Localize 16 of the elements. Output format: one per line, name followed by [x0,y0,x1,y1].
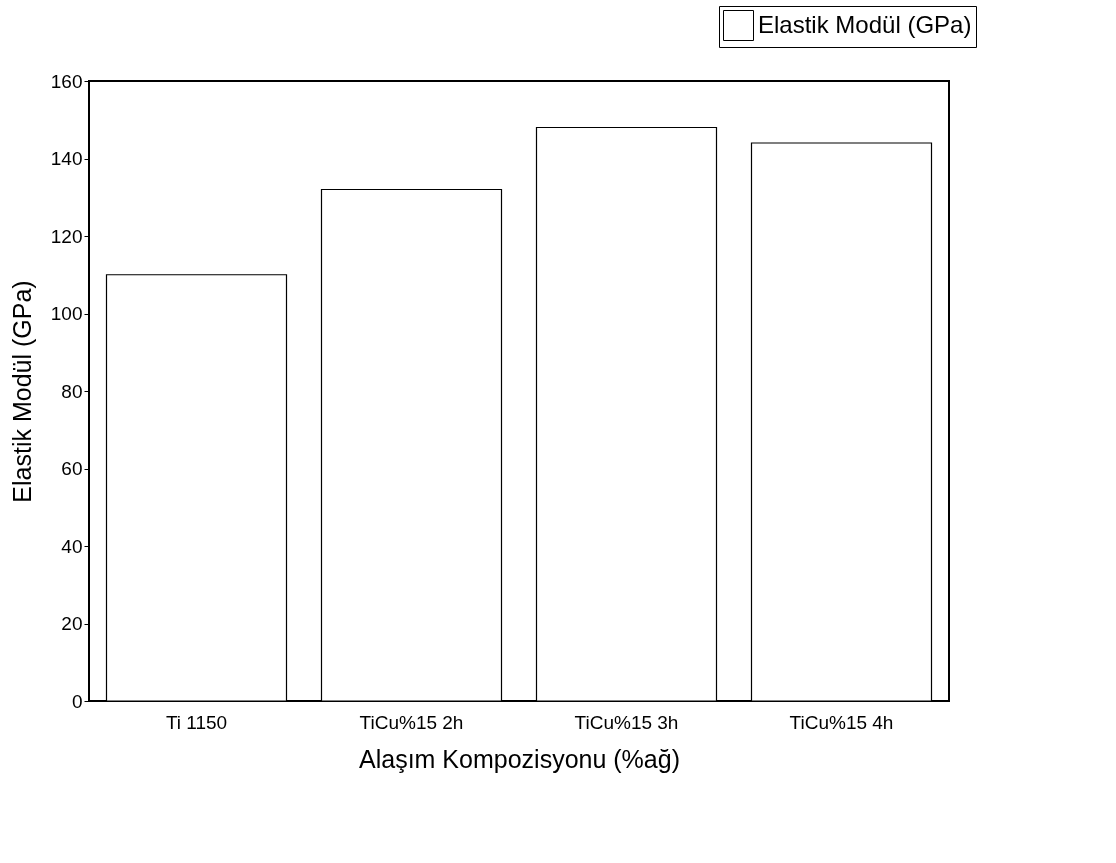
y-tick-label: 120 [50,225,83,247]
y-tick-label: 160 [50,70,83,92]
x-tick-label: TiCu%15 4h [789,711,894,733]
y-axis-title: Elastik Modül (GPa) [7,280,36,503]
x-tick-label: TiCu%15 3h [574,711,679,733]
x-axis-title: Alaşım Kompozisyonu (%ağ) [359,744,680,773]
y-tick-label: 140 [50,148,83,169]
y-tick-label: 0 [71,690,83,712]
legend-label: Elastik Modül (GPa) [758,10,972,38]
x-tick-label: Ti 1150 [165,711,228,733]
x-tick-label: TiCu%15 2h [359,711,464,733]
y-tick-label: 100 [50,303,83,324]
y-tick-label: 40 [61,535,83,557]
y-tick-label: 60 [61,458,83,479]
y-tick-label: 20 [61,613,83,634]
y-tick-label: 80 [61,380,83,402]
